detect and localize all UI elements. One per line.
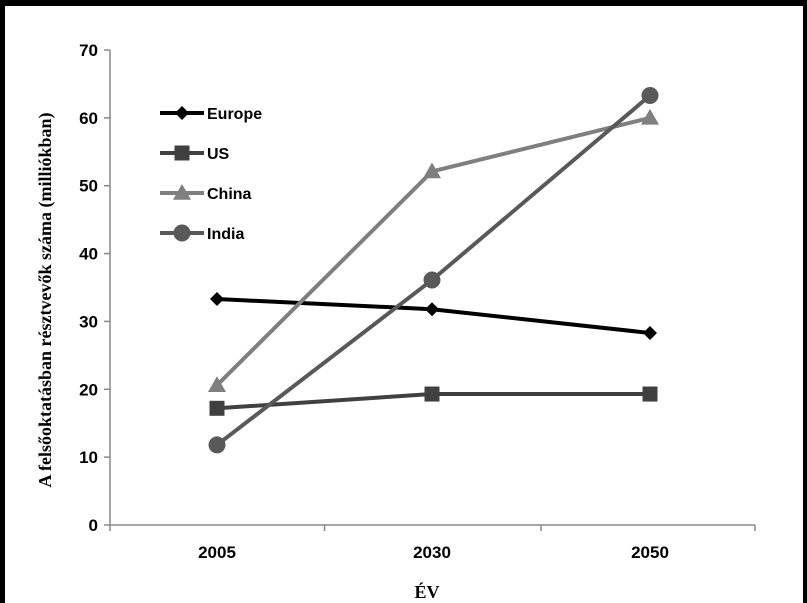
legend-item-us: US	[160, 145, 230, 163]
y-tick-label: 0	[89, 516, 98, 535]
data-point-us	[209, 400, 225, 416]
y-tick-label: 60	[79, 109, 98, 128]
data-point-india	[641, 86, 659, 104]
data-point-china	[423, 162, 441, 179]
data-point-europe	[425, 302, 439, 317]
data-point-china	[208, 376, 226, 392]
series-us	[209, 386, 658, 416]
legend-marker-us	[174, 145, 190, 161]
data-point-india	[208, 436, 226, 454]
y-tick-label: 70	[79, 41, 98, 60]
legend-marker-china	[173, 184, 191, 200]
data-point-us	[424, 386, 440, 402]
y-tick-label: 30	[79, 312, 98, 331]
legend-item-china: China	[160, 184, 252, 203]
y-tick-label: 20	[79, 380, 98, 399]
series-china	[208, 108, 659, 392]
y-tick-label: 40	[79, 245, 98, 264]
data-point-europe	[210, 292, 224, 307]
legend-label-us: US	[207, 146, 230, 163]
series-europe	[210, 292, 657, 340]
data-point-india	[423, 271, 441, 289]
series-line-china	[215, 115, 651, 387]
x-tick-label: 2005	[198, 543, 236, 562]
series-layer	[208, 86, 659, 454]
series-india	[208, 86, 659, 454]
data-point-europe	[643, 325, 657, 340]
legend-marker-india	[173, 224, 191, 242]
legend-label-europe: Europe	[207, 106, 262, 123]
legend-label-china: China	[207, 186, 252, 203]
x-tick-label: 2050	[631, 543, 669, 562]
y-tick-label: 50	[79, 177, 98, 196]
legend-label-india: India	[207, 226, 244, 243]
y-tick-label: 10	[79, 448, 98, 467]
legend: Europe US China India	[160, 106, 262, 243]
legend-marker-europe	[175, 106, 189, 120]
x-axis-title: ÉV	[414, 581, 439, 602]
legend-item-europe: Europe	[160, 106, 262, 123]
y-axis-title: A felsőoktatásban résztvevők száma (mill…	[35, 113, 56, 488]
data-point-us	[642, 386, 658, 402]
data-point-china	[641, 108, 659, 125]
x-tick-label: 2030	[413, 543, 451, 562]
legend-item-india: India	[160, 224, 244, 243]
